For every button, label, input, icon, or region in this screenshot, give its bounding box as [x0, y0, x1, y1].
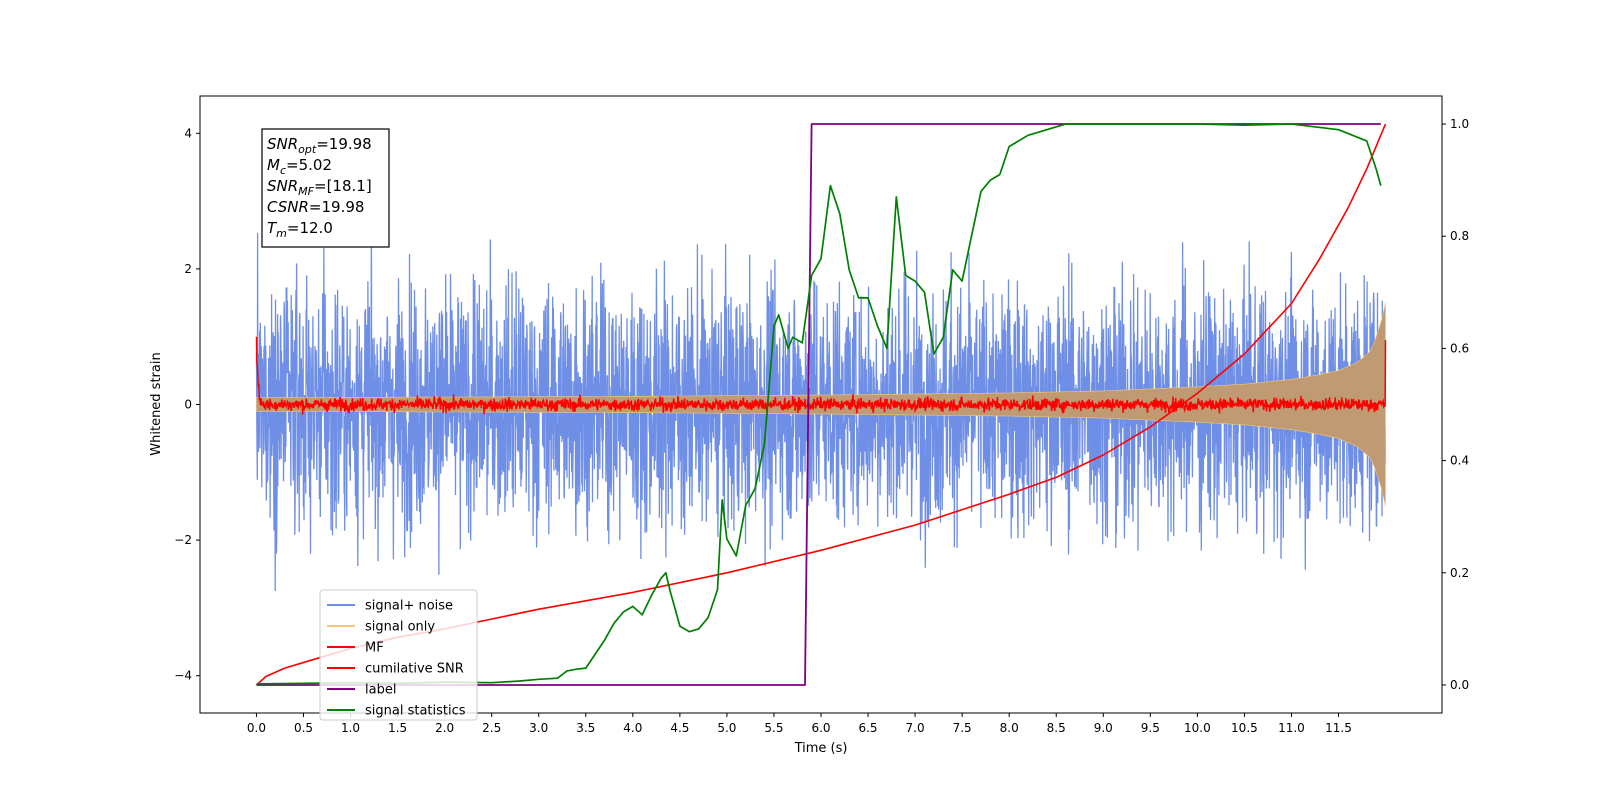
info-symbol: SNR: [267, 177, 298, 195]
info-value: =19.98: [309, 198, 365, 216]
ticks-layer: 0.0 0.5 1.0 1.5 2.0 2.5 3.0 3.5 4.0 4.5 5.0 5.5 6.0 6…: [174, 117, 1469, 735]
info-subscript: opt: [298, 143, 317, 156]
x-tick-label: 9.5: [1141, 721, 1160, 735]
info-symbol: SNR: [267, 135, 298, 153]
legend: signal+ noise signal only MF cumilative SNR…: [319, 589, 478, 721]
legend-label: cumilative SNR: [365, 662, 464, 677]
x-tick-label: 6.5: [858, 721, 877, 735]
y-left-tick-label: 4: [184, 126, 192, 140]
info-line: CSNR=19.98: [267, 198, 364, 216]
legend-label: signal+ noise: [365, 599, 453, 614]
legend-label: signal only: [365, 620, 435, 635]
info-value: =12.0: [287, 219, 333, 237]
x-tick-label: 7.5: [953, 721, 972, 735]
y-right-tick-label: 0.0: [1450, 678, 1469, 692]
x-tick-label: 0.5: [294, 721, 313, 735]
y-right-tick-label: 0.8: [1450, 229, 1469, 243]
x-tick-label: 8.0: [1000, 721, 1019, 735]
x-tick-label: 5.5: [764, 721, 783, 735]
x-tick-label: 8.5: [1047, 721, 1066, 735]
x-tick-label: 10.0: [1184, 721, 1211, 735]
y-axis-label: Whitened strain: [149, 352, 164, 455]
info-line: SNRMF=[18.1]: [267, 177, 372, 198]
x-axis-label: Time (s): [794, 741, 848, 756]
info-subscript: c: [280, 164, 286, 177]
info-symbol: T: [267, 219, 278, 237]
info-value: =[18.1]: [314, 177, 372, 195]
y-left-tick-label: 0: [184, 398, 192, 412]
legend-label: MF: [365, 641, 384, 656]
info-line: Mc=5.02: [267, 156, 332, 177]
x-tick-label: 6.0: [811, 721, 830, 735]
info-value: =19.98: [316, 135, 372, 153]
info-subscript: MF: [298, 185, 314, 198]
x-tick-label: 10.5: [1231, 721, 1258, 735]
x-tick-label: 9.0: [1094, 721, 1113, 735]
info-value: =5.02: [286, 156, 332, 174]
x-tick-label: 0.0: [247, 721, 266, 735]
y-left-tick-label: 2: [184, 262, 192, 276]
x-tick-label: 7.0: [906, 721, 925, 735]
info-annotation-box: SNRopt=19.98Mc=5.02SNRMF=[18.1]CSNR=19.9…: [261, 128, 390, 248]
x-tick-label: 11.0: [1278, 721, 1305, 735]
x-tick-label: 4.5: [670, 721, 689, 735]
x-tick-label: 11.5: [1325, 721, 1352, 735]
x-tick-label: 5.0: [717, 721, 736, 735]
y-right-tick-label: 0.6: [1450, 341, 1469, 355]
legend-label: signal statistics: [365, 704, 466, 719]
y-left-tick-label: −2: [174, 533, 192, 547]
series-mf-line: [255, 336, 1387, 415]
series-layer: [255, 123, 1387, 686]
x-tick-label: 1.0: [341, 721, 360, 735]
y-right-tick-label: 0.2: [1450, 566, 1469, 580]
info-subscript: m: [276, 227, 287, 240]
info-symbol: CSNR: [267, 198, 309, 216]
x-tick-label: 3.5: [576, 721, 595, 735]
legend-box: [319, 589, 478, 721]
info-line: SNRopt=19.98: [267, 135, 372, 156]
x-tick-label: 2.5: [482, 721, 501, 735]
info-symbol: M: [267, 156, 280, 174]
x-tick-label: 4.0: [623, 721, 642, 735]
x-tick-label: 1.5: [388, 721, 407, 735]
y-right-tick-label: 0.4: [1450, 454, 1469, 468]
legend-label: label: [365, 683, 396, 698]
y-right-tick-label: 1.0: [1450, 117, 1469, 131]
info-box-border: [261, 128, 390, 248]
info-line: Tm=12.0: [267, 219, 333, 240]
y-left-tick-label: −4: [174, 669, 192, 683]
x-tick-label: 3.0: [529, 721, 548, 735]
x-tick-label: 2.0: [435, 721, 454, 735]
series-signal-statistics-line: [256, 123, 1382, 685]
